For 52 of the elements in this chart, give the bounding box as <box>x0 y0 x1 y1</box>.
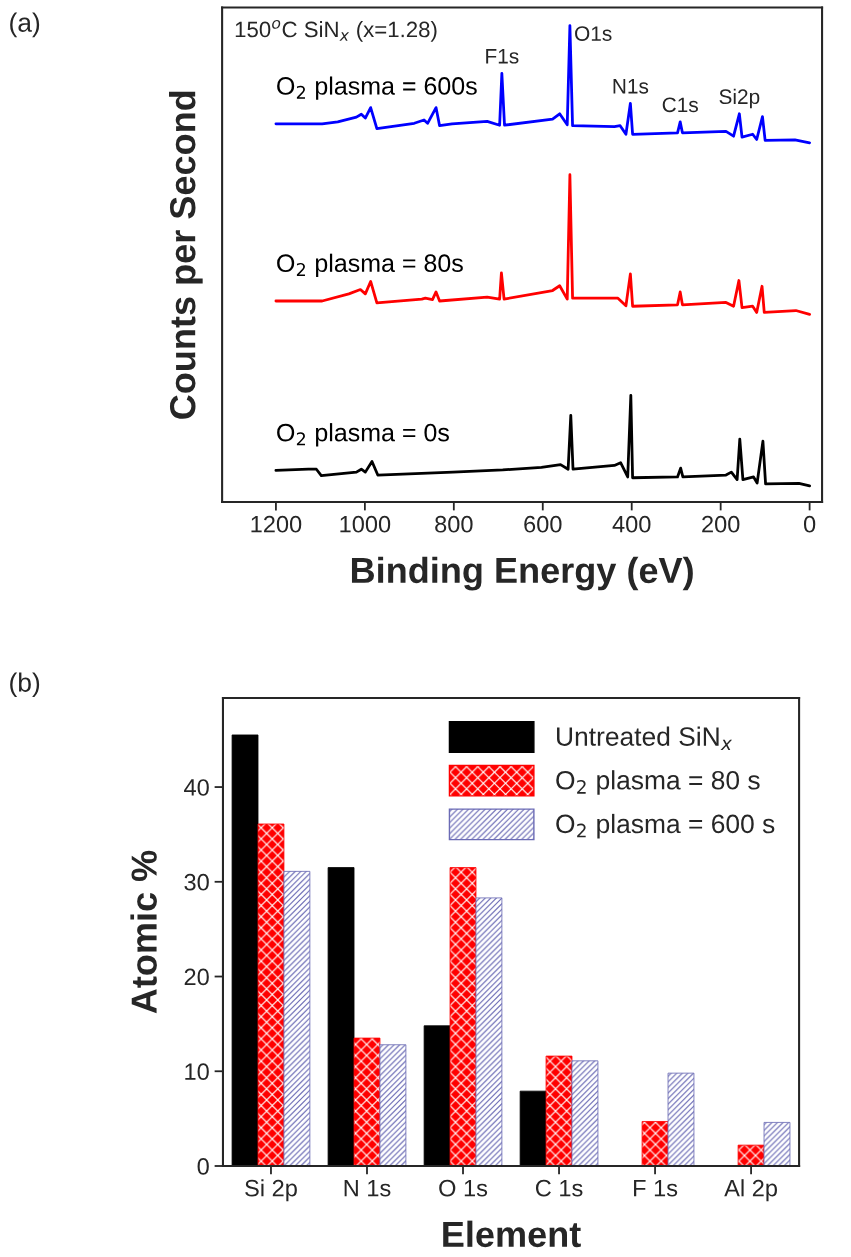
y-tick-label: 0 <box>197 1158 209 1175</box>
x-tick-label: Al 2p <box>724 1179 777 1202</box>
series-label: O$_{2}$ plasma = 600s <box>277 76 477 100</box>
x-tick-label: 600 <box>524 515 562 533</box>
y-axis-title: Atomic % <box>130 850 157 1014</box>
text: (a) <box>10 12 40 38</box>
bar <box>423 1025 451 1166</box>
annotation: C1s <box>662 97 698 113</box>
x-axis-title: Element <box>443 1220 581 1248</box>
bar <box>353 1037 381 1166</box>
bar <box>327 867 355 1166</box>
x-tick-label: 200 <box>702 515 740 533</box>
bar <box>641 1121 669 1166</box>
bar <box>475 897 503 1166</box>
bar <box>257 823 285 1166</box>
y-tick-label: 10 <box>185 1063 209 1081</box>
series-label: O$_{2}$ plasma = 0s <box>277 423 449 447</box>
series-label: O$_{2}$ plasma = 80s <box>277 253 463 277</box>
annotation: 150$^{o}$C SiN$_{x}$ (x=1.28) <box>235 19 437 42</box>
legend-label: Untreated SiN$_{x}$ <box>557 726 733 750</box>
bar <box>667 1072 695 1166</box>
annotation: F1s <box>486 49 519 64</box>
text: (b) <box>10 672 40 698</box>
bar <box>763 1122 791 1166</box>
x-tick-label: C 1s <box>535 1179 583 1197</box>
bar <box>737 1144 765 1166</box>
bar <box>283 870 311 1166</box>
x-tick-label: N 1s <box>344 1180 391 1197</box>
x-axis-title: Binding Energy (eV) <box>351 556 693 591</box>
x-tick-label: 800 <box>435 515 473 533</box>
legend-label: O$_{2}$ plasma = 600 s <box>556 813 775 839</box>
bar <box>449 867 477 1166</box>
x-tick-label: 0 <box>803 515 816 533</box>
bar <box>519 1090 547 1166</box>
y-tick-label: 30 <box>184 873 209 891</box>
bar <box>545 1055 573 1166</box>
x-tick-label: 1000 <box>340 515 391 533</box>
x-tick-label: 1200 <box>251 515 302 533</box>
bar <box>231 734 259 1166</box>
x-tick-label: Si 2p <box>245 1179 297 1202</box>
bar <box>571 1060 599 1166</box>
x-tick-label: F 1s <box>634 1180 678 1197</box>
legend-label: O$_{2}$ plasma = 80 s <box>556 770 760 795</box>
bar <box>379 1044 407 1166</box>
y-axis-title: Counts per Second <box>169 91 203 419</box>
y-tick-label: 40 <box>184 779 209 796</box>
x-tick-label: O 1s <box>439 1179 488 1197</box>
annotation: Si2p <box>719 88 760 109</box>
annotation: O1s <box>575 26 612 41</box>
annotation: N1s <box>613 79 649 94</box>
x-tick-label: 400 <box>612 515 651 533</box>
y-tick-label: 20 <box>184 968 209 986</box>
